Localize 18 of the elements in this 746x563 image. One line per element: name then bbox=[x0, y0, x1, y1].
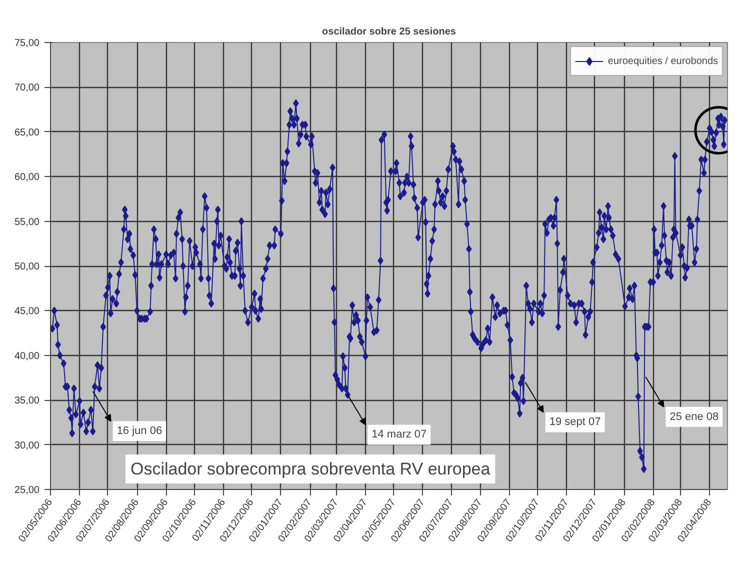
y-tick-label: 45,00 bbox=[14, 306, 40, 318]
y-tick-label: 40,00 bbox=[14, 350, 40, 362]
annotation: Oscilador sobrecompra sobreventa RV europea bbox=[130, 460, 491, 478]
legend-label: euroequities / eurobonds bbox=[608, 56, 718, 66]
annotation: 14 marz 07 bbox=[372, 428, 427, 441]
y-tick-label: 60,00 bbox=[14, 172, 40, 184]
y-tick-label: 75,00 bbox=[14, 38, 40, 49]
y-tick-label: 55,00 bbox=[14, 216, 40, 228]
annotation: 19 sept 07 bbox=[549, 416, 601, 428]
y-tick-label: 25,00 bbox=[14, 485, 40, 496]
y-tick-label: 50,00 bbox=[14, 262, 40, 272]
y-tick-label: 65,00 bbox=[14, 127, 40, 138]
annotation: 25 ene 08 bbox=[670, 410, 719, 423]
chart-title: oscilador sobre 25 sesiones bbox=[322, 26, 456, 38]
y-tick-label: 35,00 bbox=[14, 396, 40, 407]
annotation: 16 jun 06 bbox=[116, 425, 162, 438]
y-tick-label: 70,00 bbox=[14, 82, 40, 94]
y-tick-label: 30,00 bbox=[14, 440, 40, 452]
